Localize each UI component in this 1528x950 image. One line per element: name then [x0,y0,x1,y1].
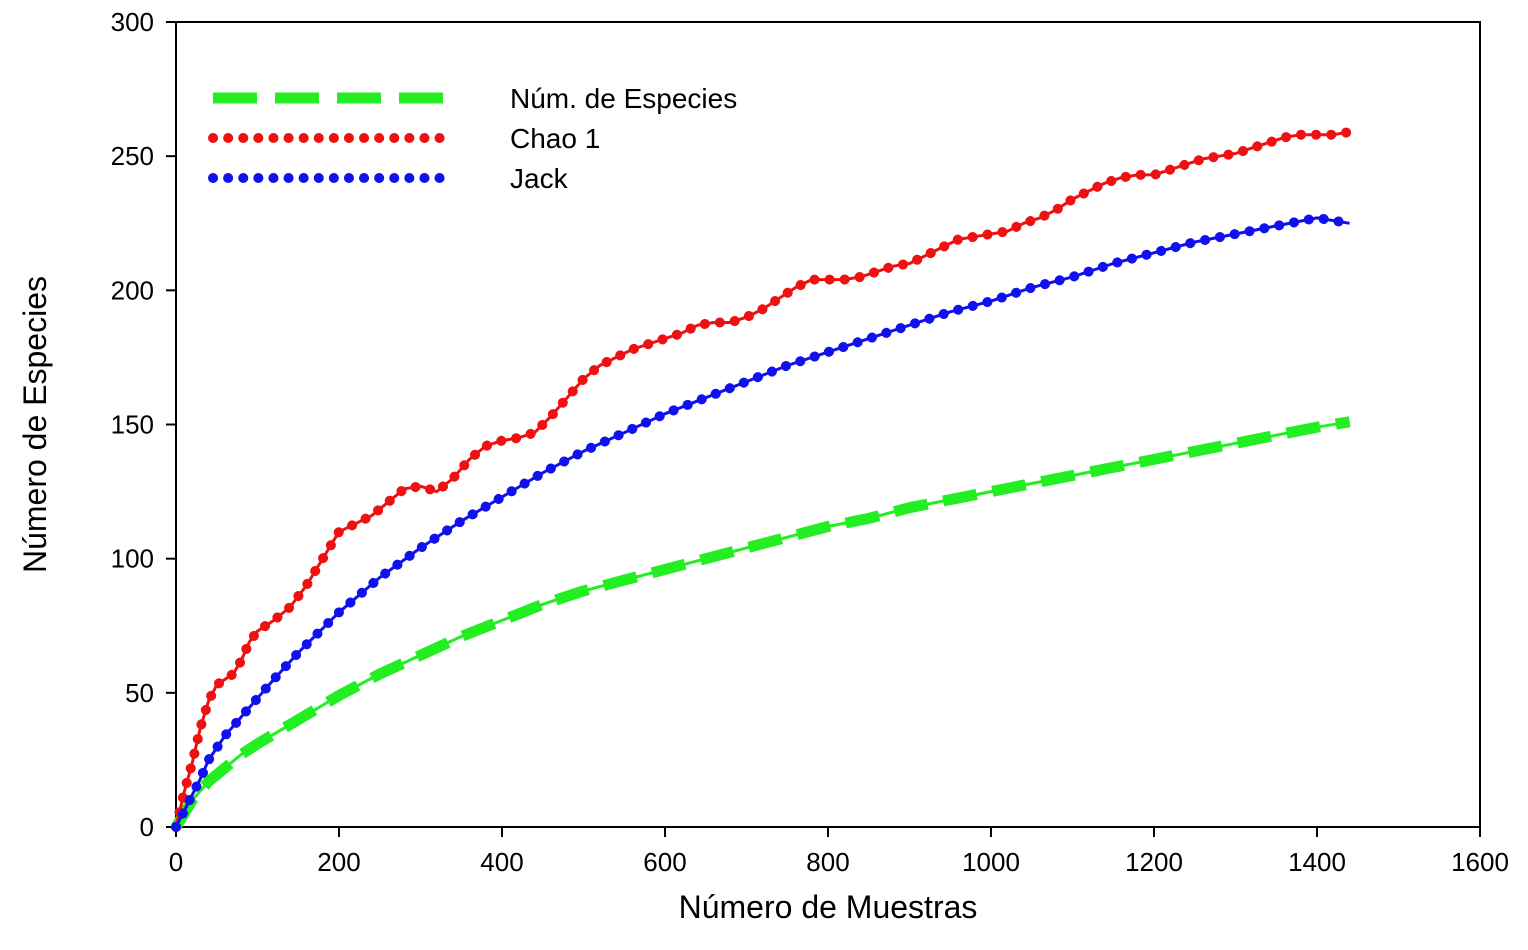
y-tick-label: 50 [125,678,154,708]
x-tick-label: 1200 [1125,847,1183,877]
series-marks-chao-1 [171,127,1355,832]
y-tick-label: 200 [111,275,154,305]
series-marks-n-m-de-especies [171,416,1351,830]
x-tick-label: 800 [806,847,849,877]
plot-area-frame [175,21,1481,828]
series-marks-jack [171,212,1355,832]
legend-label-n-m-de-especies: Núm. de Especies [510,83,737,114]
x-axis-title: Número de Muestras [679,889,978,925]
x-tick-label: 1000 [962,847,1020,877]
legend-label-chao-1: Chao 1 [510,123,600,154]
x-tick-label: 200 [317,847,360,877]
y-axis-title: Número de Especies [17,276,53,573]
x-tick-label: 0 [169,847,183,877]
x-tick-label: 600 [643,847,686,877]
y-tick-label: 150 [111,410,154,440]
y-tick-label: 0 [140,812,154,842]
x-tick-label: 1400 [1288,847,1346,877]
y-tick-label: 300 [111,7,154,37]
x-tick-label: 1600 [1451,847,1509,877]
series-line-n-m-de-especies [174,420,1350,828]
x-tick-label: 400 [480,847,523,877]
y-tick-label: 250 [111,141,154,171]
y-tick-label: 100 [111,544,154,574]
series-line-chao-1 [174,130,1350,828]
legend-label-jack: Jack [510,163,569,194]
